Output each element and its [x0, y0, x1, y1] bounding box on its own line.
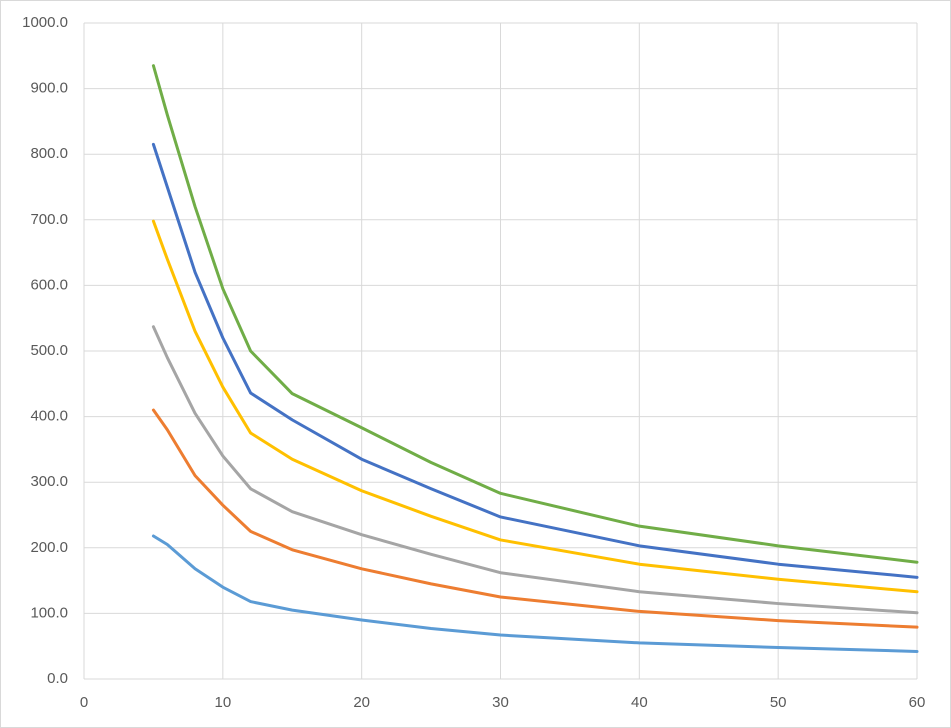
y-tick-label: 200.0 [30, 539, 68, 556]
series-line [151, 534, 919, 653]
y-tick-label: 800.0 [30, 145, 68, 162]
series-line [151, 408, 919, 629]
y-tick-label: 600.0 [30, 276, 68, 293]
y-tick-label: 1000.0 [22, 14, 68, 31]
x-tick-label: 40 [631, 694, 648, 711]
y-tick-label: 500.0 [30, 342, 68, 359]
x-tick-label: 30 [492, 694, 509, 711]
x-tick-label: 0 [80, 694, 88, 711]
y-tick-label: 100.0 [30, 604, 68, 621]
x-tick-label: 10 [214, 694, 231, 711]
series-line [151, 64, 919, 564]
x-tick-label: 50 [770, 694, 787, 711]
y-tick-label: 300.0 [30, 473, 68, 490]
x-tick-label: 20 [353, 694, 370, 711]
series-line [151, 325, 919, 615]
x-tick-label: 60 [909, 694, 926, 711]
y-tick-label: 0.0 [47, 670, 68, 687]
y-tick-label: 400.0 [30, 408, 68, 425]
series-line [151, 142, 919, 579]
y-tick-label: 700.0 [30, 211, 68, 228]
y-tick-label: 900.0 [30, 80, 68, 97]
series-line [151, 219, 919, 594]
